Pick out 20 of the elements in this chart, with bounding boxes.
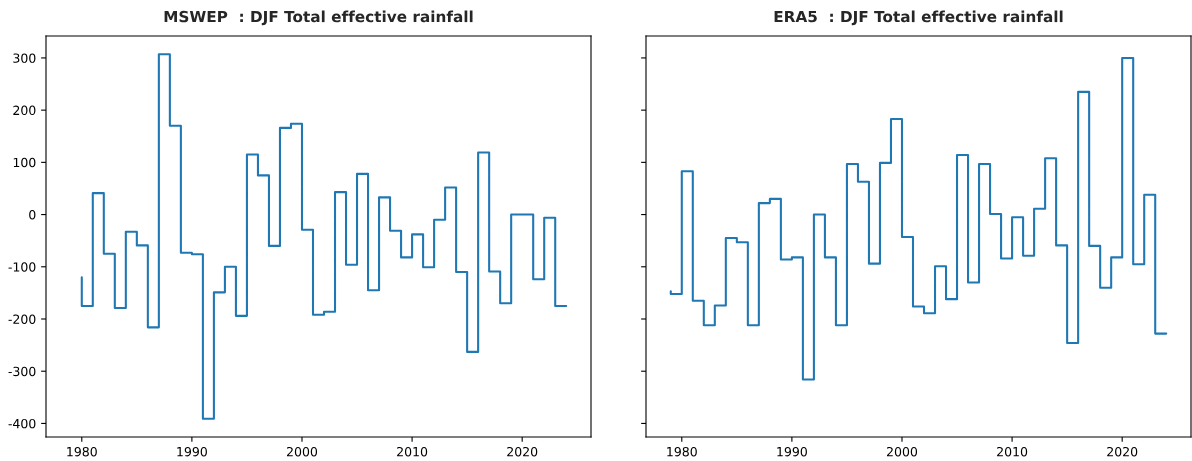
x-tick-label: 2020 (507, 446, 538, 457)
x-tick-label: 1990 (777, 446, 807, 457)
y-tick-label: -400 (8, 418, 36, 429)
y-tick-label: -200 (8, 314, 36, 324)
x-tick-label: 2000 (286, 446, 318, 457)
chart-title: ERA5 : DJF Total effective rainfall (774, 10, 1063, 26)
x-tick-label: 1980 (67, 446, 97, 457)
x-tick-label: 1990 (177, 446, 207, 457)
y-tick-label: -300 (8, 366, 36, 377)
y-tick-label: -100 (8, 262, 36, 272)
y-tick-label: 300 (13, 53, 36, 63)
x-tick-label: 1980 (667, 446, 697, 457)
x-tick-label: 2020 (1107, 446, 1138, 457)
x-tick-label: 2010 (997, 446, 1028, 457)
y-tick-label: 0 (29, 210, 36, 220)
x-tick-label: 2000 (886, 446, 918, 457)
chart-title: MSWEP : DJF Total effective rainfall (164, 10, 473, 26)
y-tick-label: 200 (13, 105, 36, 116)
x-tick-label: 2010 (397, 446, 428, 457)
y-tick-label: 100 (13, 157, 36, 168)
